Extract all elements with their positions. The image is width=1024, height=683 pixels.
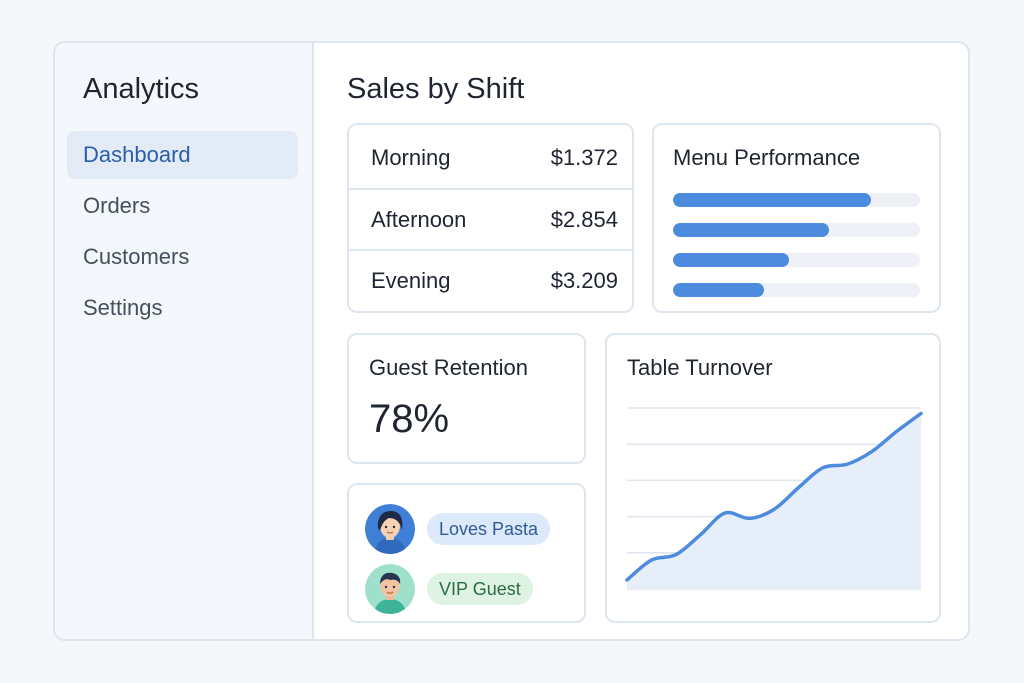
shift-row-evening: Evening $3.209: [349, 249, 632, 310]
table-turnover-title: Table Turnover: [627, 355, 773, 380]
sidebar-item-settings[interactable]: Settings: [83, 295, 163, 320]
guest-row: VIP Guest: [365, 563, 533, 615]
menu-bar-fill: [673, 283, 765, 297]
guest-row: Loves Pasta: [365, 503, 551, 555]
shift-value: $1.372: [550, 144, 618, 170]
menu-bar-fill: [673, 193, 871, 207]
man-avatar-icon[interactable]: [365, 564, 415, 614]
chart-area-fill: [627, 413, 921, 589]
shift-value: $3.209: [550, 267, 618, 293]
sidebar: Analytics Dashboard Orders Customers Set…: [55, 43, 314, 639]
table-turnover-card: Table Turnover: [605, 333, 941, 623]
sidebar-item-orders[interactable]: Orders: [83, 193, 151, 218]
menu-bar-track: [673, 223, 920, 237]
shift-label: Evening: [371, 267, 451, 293]
page-title: Sales by Shift: [347, 73, 525, 105]
menu-bar-track: [673, 283, 920, 297]
menu-bar-track: [673, 193, 920, 207]
guest-retention-card: Guest Retention 78%: [347, 333, 586, 464]
shift-row-morning: Morning $1.372: [349, 127, 632, 188]
guest-retention-title: Guest Retention: [369, 355, 528, 380]
sidebar-item-dashboard[interactable]: Dashboard: [67, 131, 298, 179]
shift-row-afternoon: Afternoon $2.854: [349, 188, 632, 249]
guest-retention-value: 78%: [369, 397, 450, 441]
sidebar-item-customers[interactable]: Customers: [83, 244, 190, 269]
menu-bar-track: [673, 253, 920, 267]
shift-label: Afternoon: [371, 206, 467, 232]
menu-bar-fill: [673, 223, 829, 237]
shift-value: $2.854: [550, 206, 618, 232]
sales-by-shift-card: Morning $1.372 Afternoon $2.854 Evening …: [347, 123, 634, 313]
menu-performance-title: Menu Performance: [673, 145, 861, 170]
guest-tag[interactable]: Loves Pasta: [427, 513, 551, 545]
app-window: Analytics Dashboard Orders Customers Set…: [53, 41, 970, 641]
guest-tag[interactable]: VIP Guest: [427, 573, 533, 605]
shift-label: Morning: [371, 144, 451, 170]
app-title: Analytics: [83, 73, 200, 105]
menu-performance-card: Menu Performance: [652, 123, 941, 313]
woman-avatar-icon[interactable]: [365, 504, 415, 554]
table-turnover-chart: [625, 407, 923, 590]
guests-card: Loves Pasta VIP Guest: [347, 483, 586, 623]
menu-bar-fill: [673, 253, 790, 267]
